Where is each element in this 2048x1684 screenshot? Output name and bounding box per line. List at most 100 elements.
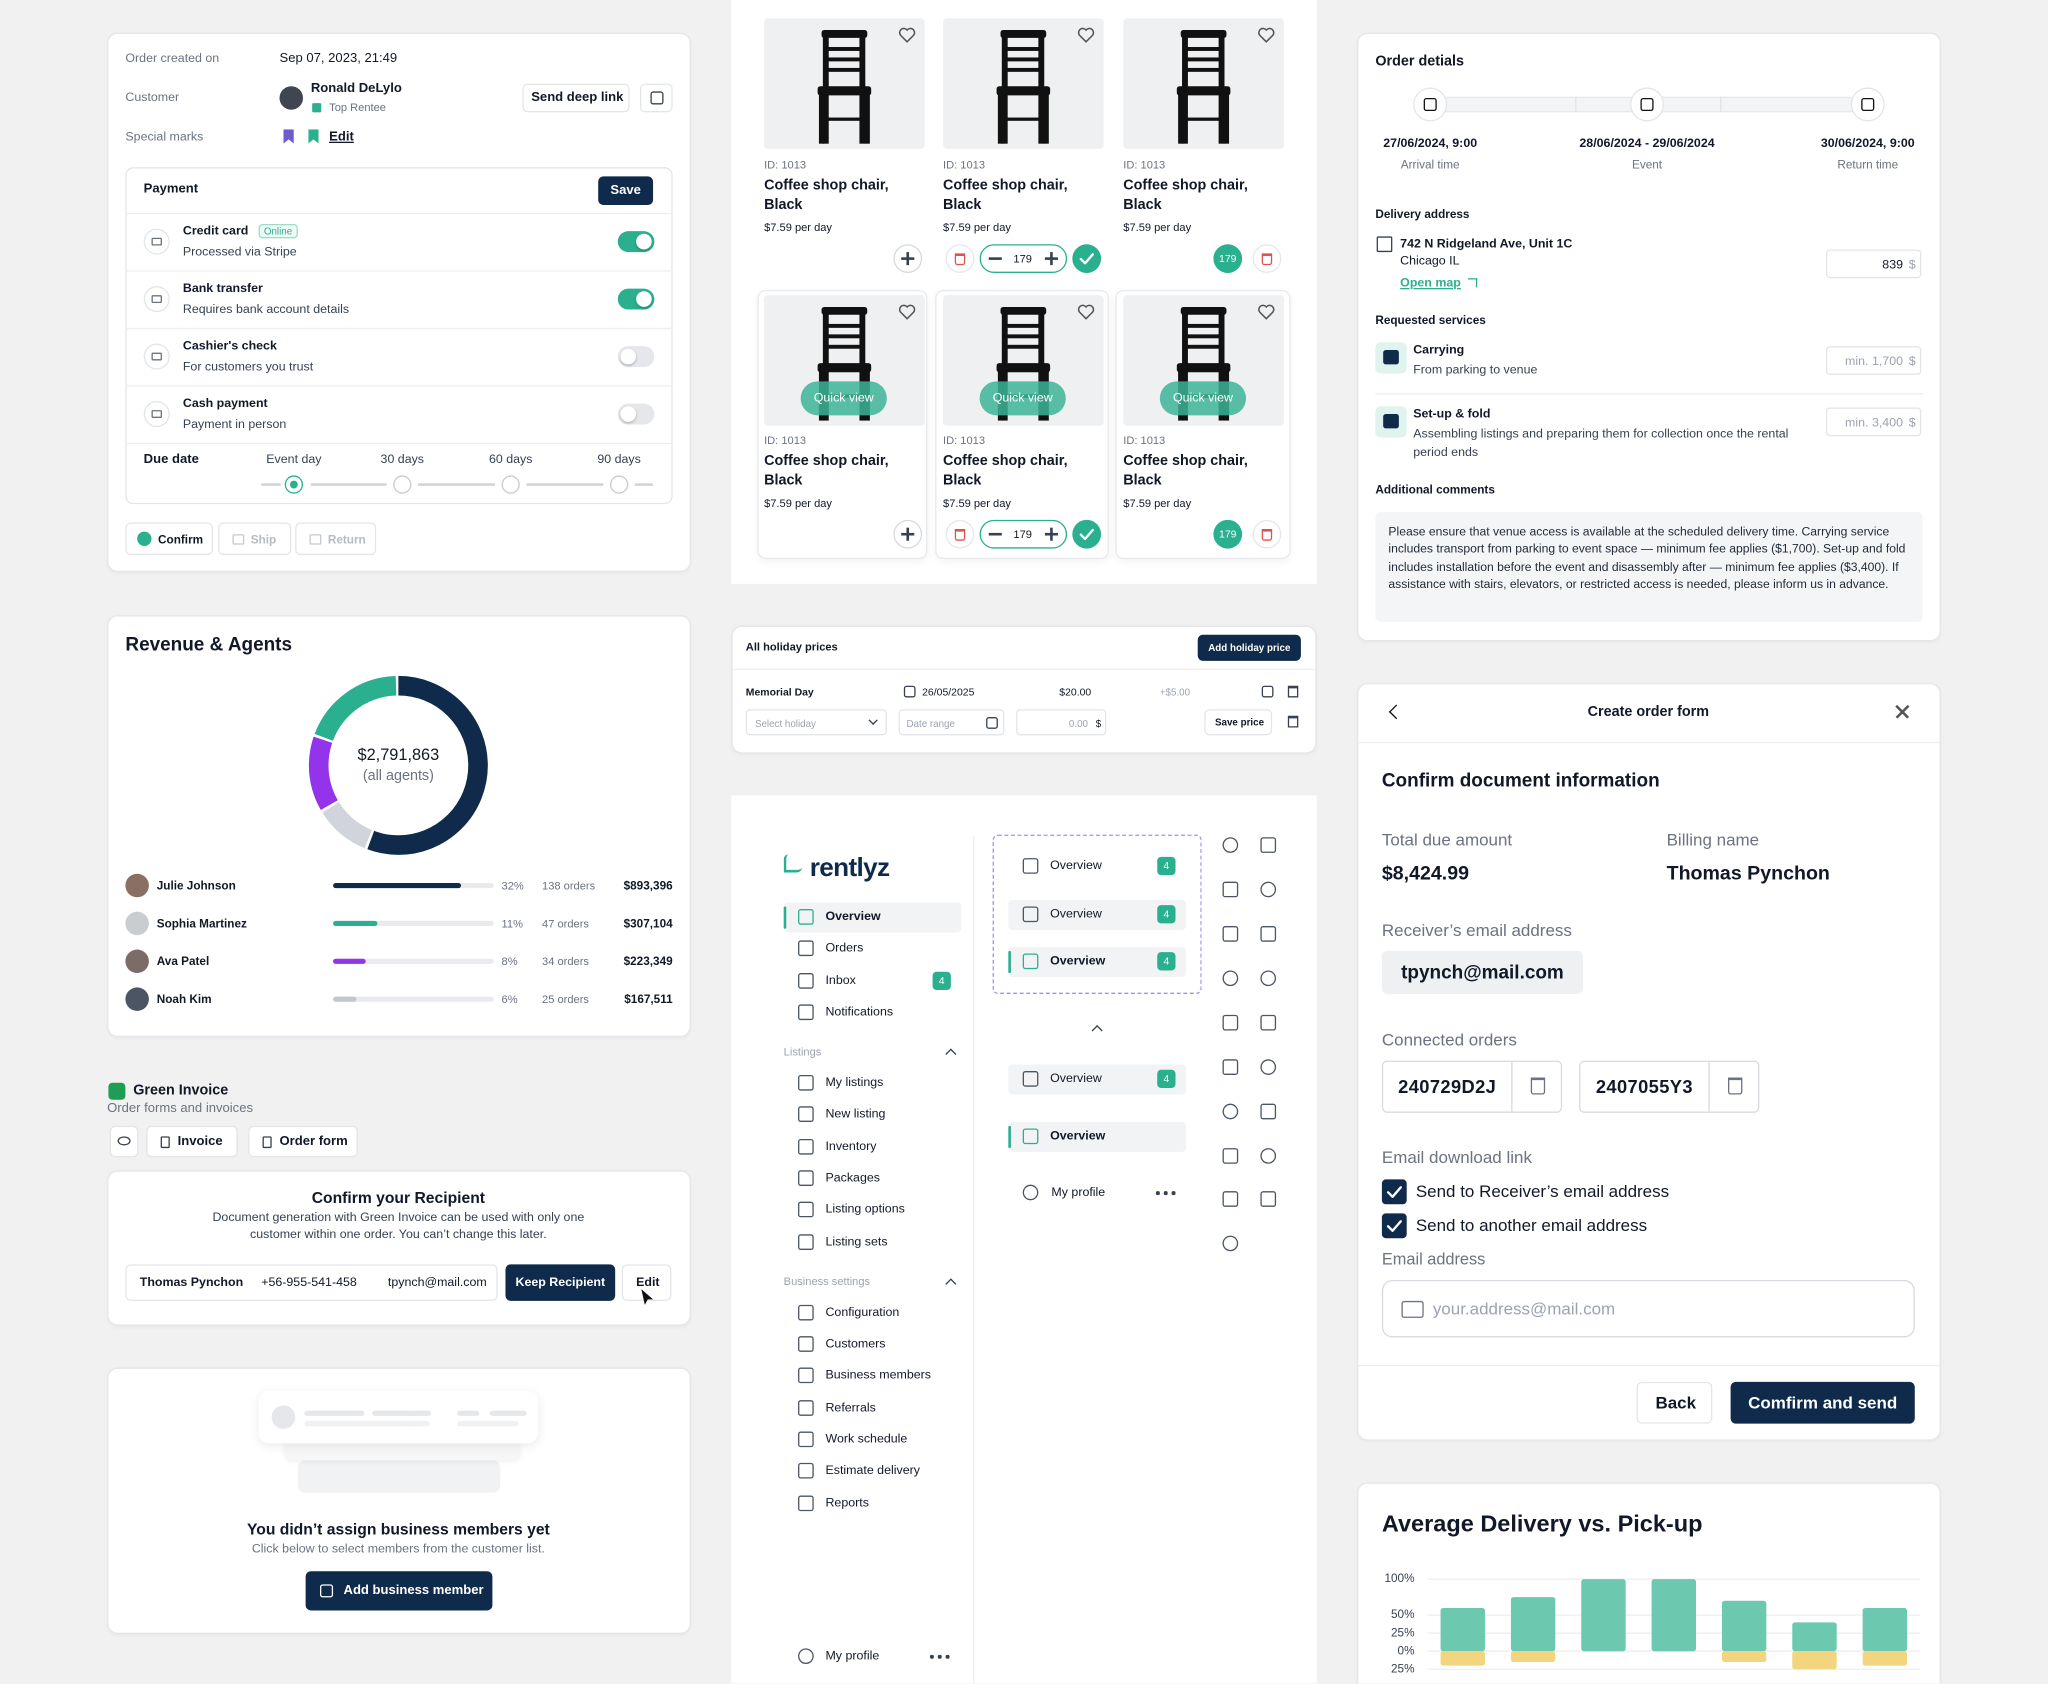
text: Noah Kim (156, 992, 212, 1006)
icon (798, 972, 814, 989)
date-field[interactable]: Date range (898, 709, 1005, 736)
timeline-node (1413, 87, 1448, 122)
text: ID: 1013 (943, 433, 985, 447)
edit-link[interactable]: Edit (329, 129, 354, 145)
quantity-badge[interactable]: 179 (1213, 244, 1243, 273)
due-option[interactable] (284, 475, 304, 494)
toggle-knob (620, 348, 637, 365)
text: Green Invoice (133, 1082, 229, 1099)
due-option[interactable] (393, 475, 412, 494)
email-input[interactable]: your.address@mail.com (1381, 1279, 1915, 1338)
icon (798, 1431, 814, 1448)
add-holiday-button[interactable]: Add holiday price (1197, 634, 1301, 661)
trash-icon (1261, 253, 1273, 266)
toggle-knob (636, 233, 652, 250)
due-option[interactable] (501, 475, 520, 494)
badge: 4 (1157, 904, 1176, 923)
text: 27/06/2024, 9:00 (1383, 136, 1478, 151)
delete-button[interactable] (1252, 519, 1282, 549)
add-member-button[interactable]: Add business member (305, 1571, 493, 1611)
toggle[interactable] (617, 288, 655, 310)
placeholder (304, 1410, 365, 1416)
button-label: Keep Recipient (515, 1275, 606, 1290)
trash-icon (1261, 528, 1273, 541)
checkbox[interactable] (1381, 1179, 1407, 1205)
icon (1022, 953, 1039, 970)
text: Order form (279, 1134, 348, 1149)
toggle[interactable] (617, 346, 655, 368)
holiday-select[interactable]: Select holiday (745, 709, 887, 736)
text: 179 (1013, 527, 1032, 541)
tab-button[interactable]: Order form (248, 1125, 358, 1158)
payment-box (125, 167, 673, 505)
trash-icon[interactable] (1727, 1077, 1743, 1095)
brand-logo (108, 1082, 126, 1100)
text: $223,349 (623, 954, 673, 968)
bar (1721, 1651, 1767, 1663)
confirm-button[interactable]: Comfirm and send (1730, 1381, 1915, 1424)
copy-button[interactable] (639, 83, 673, 113)
tab-button[interactable]: Invoice (146, 1125, 238, 1158)
method-glyph (151, 237, 162, 246)
text: Coffee shop chair, Black (943, 453, 1068, 489)
active-marker (783, 906, 787, 929)
save-button[interactable]: Save (598, 176, 654, 206)
confirm-button[interactable] (1072, 519, 1102, 549)
action-button[interactable]: Return (295, 522, 377, 556)
quick-view-button[interactable]: Quick view (800, 381, 887, 416)
badge: Online (258, 223, 298, 239)
nav-item: Inbox (825, 973, 856, 988)
toggle-knob (620, 406, 637, 422)
quick-view-button[interactable]: Quick view (979, 381, 1066, 416)
text: 90 days (597, 452, 641, 467)
nav-item: My profile (1051, 1185, 1106, 1200)
keep-button[interactable]: Keep Recipient (505, 1264, 616, 1301)
price-field[interactable]: min. 1,700 $ (1825, 346, 1922, 375)
toggle[interactable] (617, 231, 655, 253)
toggle[interactable] (617, 403, 655, 425)
text: ID: 1013 (1123, 433, 1166, 447)
icon (1222, 1191, 1239, 1207)
price-field[interactable]: min. 3,400 $ (1825, 407, 1922, 437)
tab-icon (160, 1136, 170, 1149)
save-price-button[interactable]: Save price (1204, 709, 1273, 736)
price-field[interactable]: 839 $ (1825, 249, 1922, 279)
amount-field[interactable]: 0.00 $ (1016, 709, 1107, 736)
bar (1440, 1607, 1485, 1652)
bar (1510, 1597, 1556, 1652)
text: Return (327, 532, 366, 546)
bar (1510, 1651, 1556, 1663)
check-icon (1386, 1220, 1402, 1232)
text: $893,396 (623, 879, 673, 893)
button-label: Save price (1214, 716, 1265, 729)
action-button[interactable]: Ship (218, 522, 292, 556)
profile-icon (1022, 1184, 1039, 1201)
quantity-stepper (979, 244, 1068, 273)
delete-button[interactable] (945, 519, 975, 549)
text: Confirm your Recipient (311, 1188, 486, 1207)
checkbox[interactable] (1381, 1213, 1407, 1239)
quick-view-button[interactable]: Quick view (1159, 381, 1247, 416)
icon (1260, 926, 1277, 942)
listing-image (764, 18, 925, 149)
divider (125, 385, 673, 387)
due-option[interactable] (609, 475, 629, 494)
icon (798, 1106, 814, 1123)
icon (906, 252, 909, 266)
action-button[interactable]: Confirm (125, 522, 213, 556)
map-link[interactable]: Open map (1400, 276, 1461, 291)
deep-link-button[interactable]: Send deep link (522, 83, 630, 113)
confirm-button[interactable] (1072, 244, 1102, 273)
text: $20.00 (1059, 686, 1092, 699)
quantity-badge[interactable]: 179 (1213, 519, 1243, 549)
back-button[interactable]: Back (1636, 1381, 1713, 1424)
text: Click below to select members from the c… (251, 1541, 545, 1557)
delete-button[interactable] (945, 244, 975, 273)
text: your.address@mail.com (1432, 1298, 1616, 1319)
text: $7.59 per day (764, 496, 832, 510)
text: Event (1631, 158, 1663, 172)
text: ID: 1013 (1123, 158, 1166, 172)
trash-icon[interactable] (1530, 1077, 1546, 1095)
comments-box: Please ensure that venue access is avail… (1375, 511, 1923, 622)
delete-button[interactable] (1252, 244, 1282, 273)
